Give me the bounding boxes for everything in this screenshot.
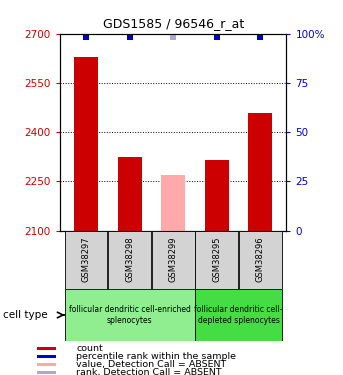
Bar [118,157,142,231]
Bar [65,289,194,341]
Bar [37,363,56,366]
Bar [74,57,98,231]
Text: percentile rank within the sample: percentile rank within the sample [76,352,236,362]
Bar [196,289,282,341]
Bar [37,355,56,358]
Text: GSM38299: GSM38299 [169,237,178,282]
Bar [65,231,107,289]
Text: GSM38298: GSM38298 [125,237,134,282]
Bar [248,112,272,231]
Text: follicular dendritic cell-enriched
splenocytes: follicular dendritic cell-enriched splen… [69,305,191,325]
Bar [239,231,282,289]
Bar [152,231,194,289]
Bar [108,231,151,289]
Text: follicular dendritic cell-
depleted splenocytes: follicular dendritic cell- depleted sple… [194,305,283,325]
Text: cell type: cell type [3,310,48,320]
Bar [161,175,185,231]
Text: GSM38297: GSM38297 [82,237,91,282]
Text: GSM38296: GSM38296 [256,237,265,282]
Bar [37,347,56,351]
Bar [205,160,229,231]
Bar [196,231,238,289]
Text: GSM38295: GSM38295 [212,237,221,282]
Title: GDS1585 / 96546_r_at: GDS1585 / 96546_r_at [103,17,244,30]
Text: rank, Detection Call = ABSENT: rank, Detection Call = ABSENT [76,368,222,375]
Text: value, Detection Call = ABSENT: value, Detection Call = ABSENT [76,360,226,369]
Bar [37,371,56,374]
Text: count: count [76,344,103,353]
